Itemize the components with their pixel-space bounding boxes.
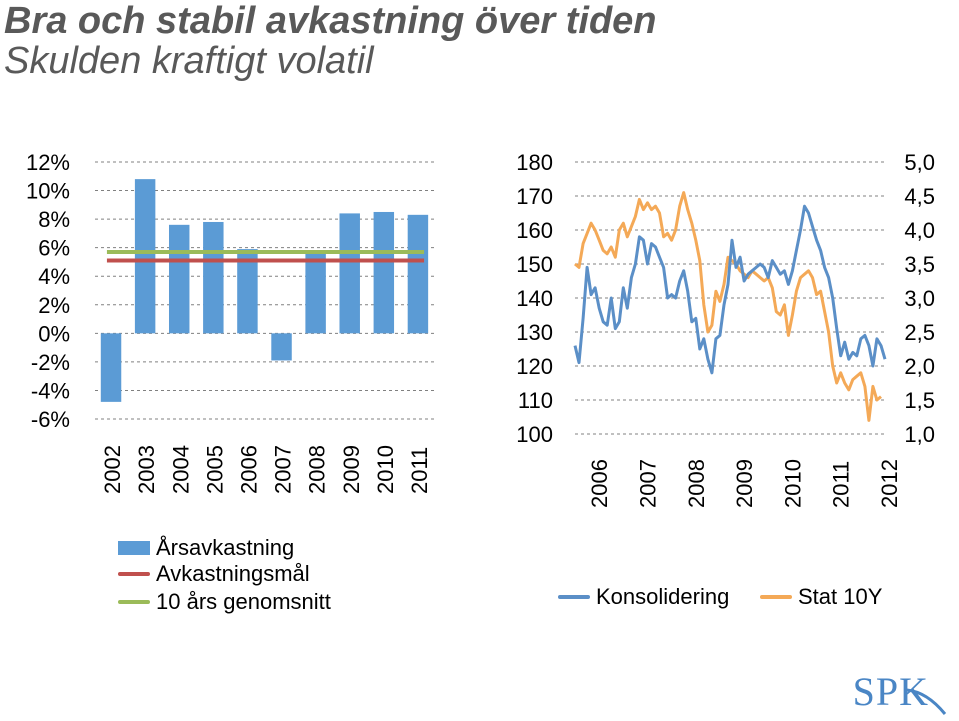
x-tick-label: 2009 [339, 445, 364, 494]
legend-item-arsavkastning: Årsavkastning [118, 537, 294, 559]
bar-2009 [339, 213, 360, 334]
y-right-tick-label: 2,5 [904, 320, 935, 345]
y-right-tick-label: 1,0 [904, 422, 935, 447]
y-tick-label: -4% [31, 378, 70, 403]
x-tick-label: 2011 [407, 447, 432, 494]
y-right-tick-label: 5,0 [904, 150, 935, 175]
x-tick-label: 2006 [236, 445, 261, 494]
legend-label: Avkastningsmål [156, 561, 310, 586]
y-right-tick-label: 3,0 [904, 286, 935, 311]
bar-2008 [305, 253, 326, 334]
legend-label: 10 års genomsnitt [156, 589, 331, 614]
bar-2010 [373, 211, 395, 334]
x-tick-label: 2010 [780, 459, 805, 508]
y-tick-label: 2% [38, 293, 70, 318]
series-line-konsolidering [573, 204, 887, 375]
x-tick-label: 2007 [635, 459, 660, 508]
y-left-tick-label: 150 [516, 252, 553, 277]
y-left-tick-label: 180 [516, 150, 553, 175]
legend-item-konsolidering: Konsolidering [558, 586, 729, 608]
x-tick-label: 2007 [271, 445, 296, 494]
x-tick-label: 2006 [587, 459, 612, 508]
bar-2006 [237, 249, 258, 334]
x-tick-label: 2005 [202, 445, 227, 494]
y-left-tick-label: 110 [518, 388, 553, 413]
x-tick-label: 2008 [684, 459, 709, 508]
page-subtitle: Skulden kraftigt volatil [4, 40, 374, 82]
y-left-tick-label: 100 [516, 422, 553, 447]
y-left-tick-label: 170 [516, 184, 553, 209]
y-tick-label: 12% [26, 150, 70, 175]
legend-swatch-line [118, 572, 150, 576]
y-tick-label: 4% [38, 264, 70, 289]
y-tick-label: -6% [31, 407, 70, 432]
legend-swatch-line [558, 595, 590, 599]
y-right-tick-label: 3,5 [904, 252, 935, 277]
bar-2005 [203, 221, 224, 334]
x-tick-label: 2002 [100, 445, 125, 494]
series-line-stat-10y [574, 191, 882, 422]
bar-2007 [271, 333, 292, 361]
y-right-tick-label: 4,5 [904, 184, 935, 209]
bar-2002 [100, 333, 122, 402]
bar-2003 [134, 179, 156, 334]
y-left-tick-label: 140 [516, 286, 553, 311]
x-tick-label: 2012 [877, 459, 902, 508]
y-right-tick-label: 1,5 [904, 388, 935, 413]
legend-swatch-bar [118, 541, 150, 555]
y-left-tick-label: 120 [516, 354, 553, 379]
y-tick-label: -2% [31, 350, 70, 375]
legend-item-stat-10y: Stat 10Y [760, 586, 882, 608]
y-tick-label: 8% [38, 207, 70, 232]
y-left-tick-label: 130 [516, 320, 553, 345]
y-tick-label: 6% [38, 236, 70, 261]
legend-item-avkastningsmal: Avkastningsmål [118, 563, 310, 585]
logo-swoosh-icon [906, 688, 947, 715]
y-left-tick-label: 160 [516, 218, 553, 243]
legend-label: Stat 10Y [798, 584, 883, 609]
x-tick-label: 2011 [829, 461, 854, 508]
legend-item-10-ars-genomsnitt: 10 års genomsnitt [118, 591, 331, 613]
page-title: Bra och stabil avkastning över tiden [4, 0, 657, 42]
x-tick-label: 2003 [134, 445, 159, 494]
y-right-tick-label: 4,0 [904, 218, 935, 243]
y-tick-label: 10% [26, 179, 70, 204]
y-tick-label: 0% [38, 321, 70, 346]
legend-label: Årsavkastning [156, 535, 295, 560]
legend-swatch-line [760, 595, 792, 599]
y-right-tick-label: 2,0 [904, 354, 935, 379]
legend-label: Konsolidering [596, 584, 730, 609]
x-tick-label: 2010 [373, 445, 398, 494]
bar-2011 [407, 214, 429, 334]
x-tick-label: 2009 [732, 459, 757, 508]
x-tick-label: 2004 [168, 445, 193, 494]
x-tick-label: 2008 [305, 445, 330, 494]
legend-swatch-line [118, 600, 150, 604]
